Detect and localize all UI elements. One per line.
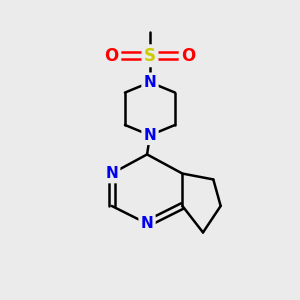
Text: N: N	[141, 216, 153, 231]
Text: S: S	[144, 47, 156, 65]
Text: N: N	[144, 75, 156, 90]
Text: O: O	[105, 47, 119, 65]
Text: O: O	[181, 47, 195, 65]
Text: N: N	[144, 128, 156, 143]
Text: N: N	[105, 166, 118, 181]
